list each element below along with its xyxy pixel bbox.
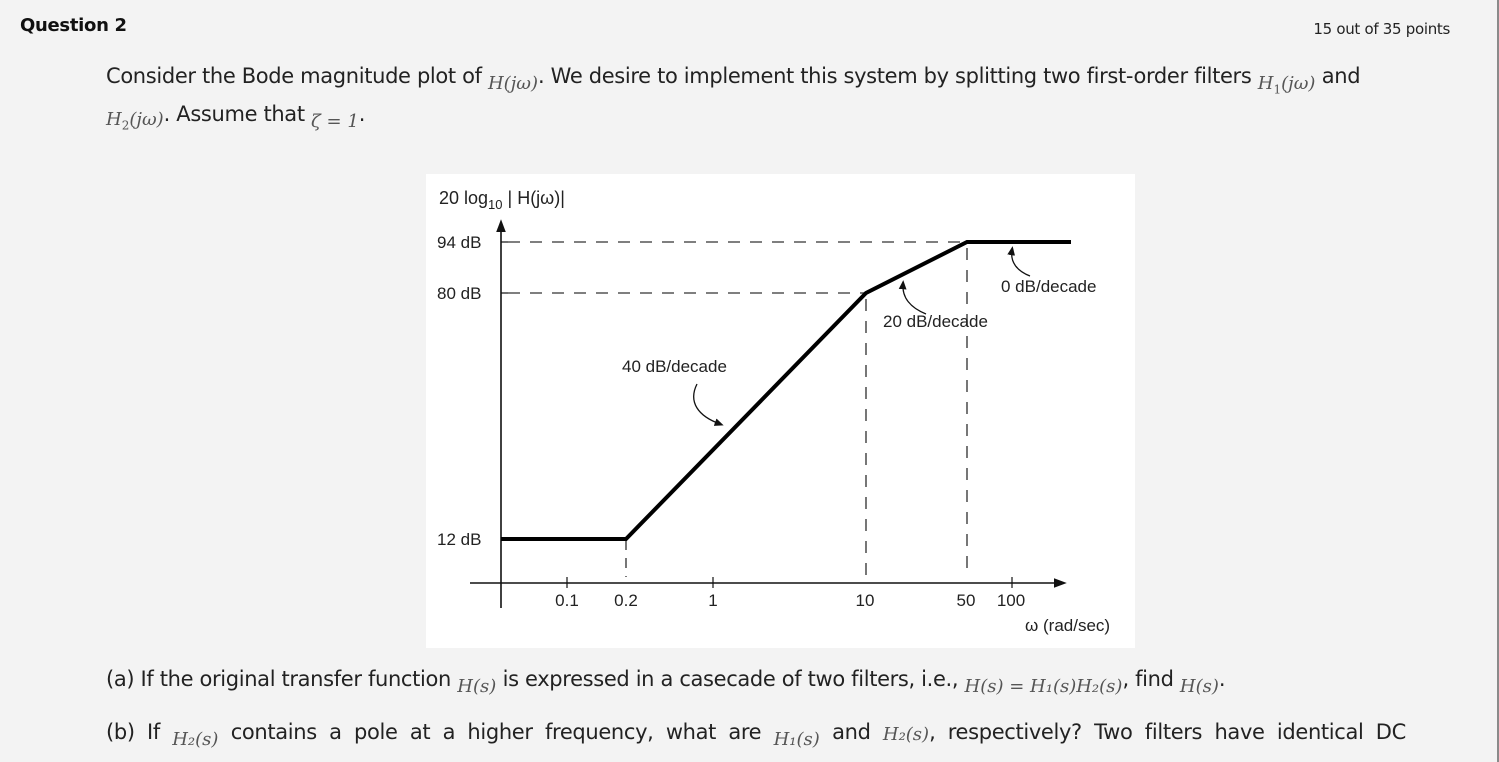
math-h-s: H(s) <box>1179 676 1219 697</box>
y-ticks: 94 dB 80 dB 12 dB <box>437 233 508 549</box>
math-h2-s: H₂(s) <box>882 724 930 745</box>
annotation-20db-arrow <box>898 280 927 315</box>
annotation-0db-arrow <box>1007 246 1031 277</box>
svg-text:12 dB: 12 dB <box>437 530 481 549</box>
prompt-text: Consider the Bode magnitude plot of <box>106 64 488 88</box>
math-h1-jw: H1(jω) <box>1257 73 1316 97</box>
y-axis-label: 20 log10 | H(jω)| <box>439 188 565 212</box>
prompt-text: . Assume that <box>163 102 312 126</box>
dashed-guides <box>508 241 968 577</box>
prompt-text: and <box>1315 64 1361 88</box>
math-h2-jw: H2(jω) <box>106 109 164 133</box>
part-b-text: contains a pole at a higher frequency, w… <box>218 720 774 744</box>
question-points: 15 out of 35 points <box>1313 20 1450 38</box>
bode-plot-svg: 20 log10 | H(jω)| 94 dB 80 dB 12 dB <box>437 188 1110 635</box>
math-zeta-equals-1: ζ = 1 <box>311 111 359 132</box>
question-title: Question 2 <box>20 15 127 36</box>
annotation-0db: 0 dB/decade <box>1001 277 1096 296</box>
x-ticks <box>566 577 1013 588</box>
part-a-text: (a) If the original transfer function <box>106 667 458 691</box>
math-cascade: H(s) = H₁(s)H₂(s) <box>964 676 1123 697</box>
bode-plot-figure: 20 log10 | H(jω)| 94 dB 80 dB 12 dB <box>426 174 1135 648</box>
part-a-text: , find <box>1122 667 1180 691</box>
svg-text:80 dB: 80 dB <box>437 284 481 303</box>
x-axis-label: ω (rad/sec) <box>1025 616 1110 635</box>
svg-text:10: 10 <box>856 591 875 610</box>
window-right-border <box>1497 0 1499 762</box>
bode-asymptote-line <box>501 240 1071 541</box>
math-h-jw: H(jω) <box>487 73 538 94</box>
math-h-s: H(s) <box>457 676 497 697</box>
svg-text:0.2: 0.2 <box>614 591 638 610</box>
annotation-20db: 20 dB/decade <box>883 312 988 331</box>
prompt-line-1: Consider the Bode magnitude plot of H(jω… <box>106 64 1361 97</box>
part-a: (a) If the original transfer function H(… <box>106 667 1226 697</box>
svg-text:50: 50 <box>957 591 976 610</box>
annotation-40db-arrow <box>693 383 724 426</box>
part-a-text: . <box>1218 667 1226 691</box>
prompt-line-2: H2(jω). Assume that ζ = 1. <box>106 102 366 133</box>
part-b-text: , respectively? Two filters have identic… <box>929 720 1406 744</box>
part-b-text: (b) If <box>106 720 173 744</box>
annotation-40db: 40 dB/decade <box>622 357 727 376</box>
part-a-text: is expressed in a casecade of two filter… <box>496 667 965 691</box>
svg-text:94 dB: 94 dB <box>437 233 481 252</box>
part-b-text: and <box>819 720 883 744</box>
part-b: (b) If H₂(s) contains a pole at a higher… <box>106 720 1406 750</box>
math-h1-s: H₁(s) <box>773 729 820 750</box>
math-h2-s: H₂(s) <box>172 729 219 750</box>
svg-text:100: 100 <box>997 591 1025 610</box>
prompt-text: . <box>358 102 366 126</box>
prompt-text: . We desire to implement this system by … <box>538 64 1258 88</box>
x-tick-labels: 0.1 0.2 1 10 50 100 <box>555 591 1025 610</box>
svg-text:0.1: 0.1 <box>555 591 579 610</box>
svg-text:1: 1 <box>708 591 717 610</box>
